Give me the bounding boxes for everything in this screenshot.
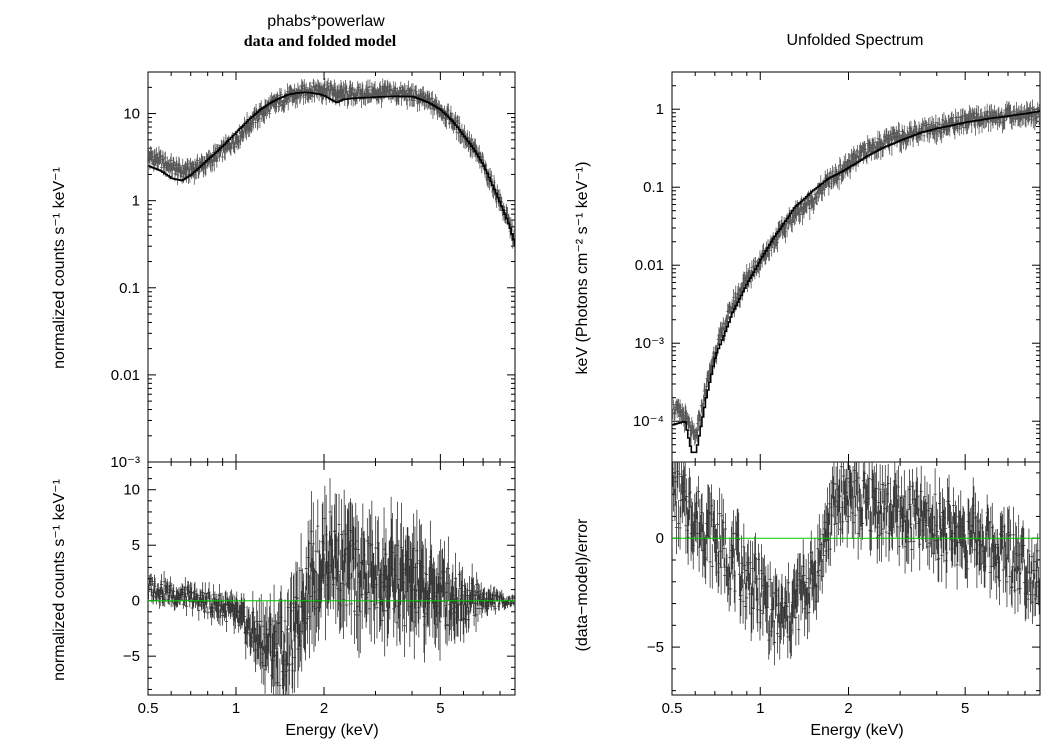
y-tick-label: 10⁻³ — [634, 335, 664, 352]
x-tick-label: 2 — [320, 700, 328, 717]
right-bottom-ylabel: (data−model)/error — [574, 518, 591, 652]
x-tick-label: 1 — [756, 700, 764, 717]
residual-points — [148, 478, 515, 695]
right-bottom-panel: 0.5 1 2 5 0 −5 — [647, 461, 1041, 717]
y-tick-label: 0.01 — [111, 367, 140, 384]
left-xlabel: Energy (keV) — [285, 722, 378, 739]
left-top-panel: 10 1 0.1 0.01 10⁻³ — [110, 71, 516, 471]
model-line — [148, 91, 515, 246]
x-tick-label: 5 — [961, 700, 969, 717]
y-tick-label: 10⁻⁴ — [633, 413, 664, 430]
x-tick-label: 0.5 — [138, 700, 159, 717]
left-bottom-panel: 0.5 1 2 5 10 5 0 −5 — [123, 461, 516, 717]
y-tick-label: 0.1 — [119, 280, 140, 297]
x-tick-label: 5 — [436, 700, 444, 717]
y-tick-label: 5 — [132, 537, 140, 554]
y-tick-label: −5 — [647, 639, 664, 656]
x-tick-label: 1 — [232, 700, 240, 717]
right-top-ylabel: keV (Photons cm⁻² s⁻¹ keV⁻¹) — [574, 162, 591, 375]
y-tick-label: 0.1 — [643, 179, 664, 196]
left-title: phabs*powerlaw — [267, 13, 385, 30]
residual-points — [672, 462, 1040, 666]
right-title: Unfolded Spectrum — [787, 32, 924, 49]
x-tick-label: 0.5 — [662, 700, 683, 717]
data-points — [672, 99, 1040, 446]
left-bottom-ylabel: normalized counts s⁻¹ keV⁻¹ — [51, 479, 68, 681]
y-tick-label: 1 — [132, 193, 140, 210]
data-points — [148, 77, 515, 249]
y-tick-label: 1 — [656, 101, 664, 118]
plot-frame — [671, 71, 1041, 463]
right-top-panel: 1 0.1 0.01 10⁻³ 10⁻⁴ — [633, 71, 1041, 463]
y-tick-label: 10⁻³ — [110, 454, 140, 471]
y-tick-label: −5 — [123, 648, 140, 665]
y-tick-label: 10 — [123, 106, 140, 123]
model-line — [672, 110, 1040, 454]
y-tick-label: 0.01 — [635, 257, 664, 274]
y-tick-label: 0 — [132, 593, 140, 610]
left-top-ylabel: normalized counts s⁻¹ keV⁻¹ — [51, 167, 68, 369]
x-tick-label: 2 — [844, 700, 852, 717]
right-xlabel: Energy (keV) — [810, 722, 903, 739]
left-subtitle: data and folded model — [244, 33, 397, 50]
y-tick-label: 0 — [656, 530, 664, 547]
y-tick-label: 10 — [123, 482, 140, 499]
